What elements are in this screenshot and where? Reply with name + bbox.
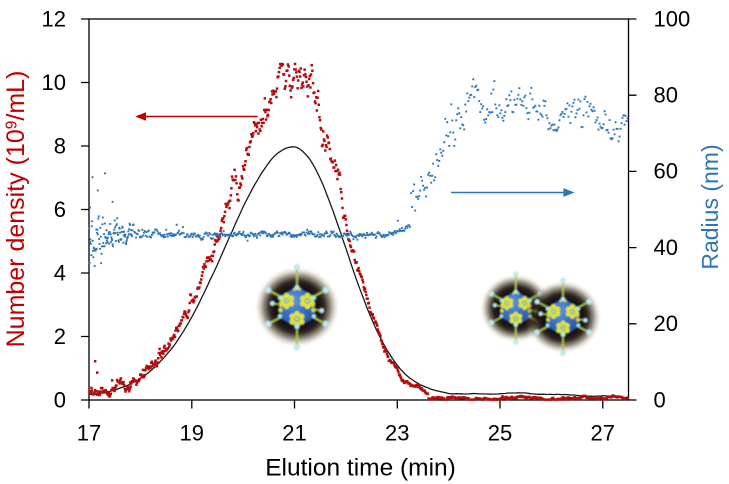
svg-text:2: 2 — [54, 324, 66, 349]
svg-text:Radius (nm): Radius (nm) — [697, 144, 723, 269]
svg-text:20: 20 — [654, 311, 678, 336]
svg-text:17: 17 — [77, 421, 101, 446]
svg-text:19: 19 — [180, 421, 204, 446]
svg-text:21: 21 — [282, 421, 306, 446]
svg-text:80: 80 — [654, 83, 678, 108]
svg-text:60: 60 — [654, 159, 678, 184]
svg-text:12: 12 — [42, 6, 66, 31]
svg-text:8: 8 — [54, 133, 66, 158]
svg-text:40: 40 — [654, 235, 678, 260]
svg-text:10: 10 — [42, 70, 66, 95]
svg-text:Elution time (min): Elution time (min) — [265, 455, 456, 482]
svg-text:27: 27 — [591, 421, 615, 446]
svg-text:Number density (109/mL): Number density (109/mL) — [2, 71, 30, 348]
svg-text:4: 4 — [54, 260, 66, 285]
svg-text:23: 23 — [385, 421, 409, 446]
svg-text:100: 100 — [654, 6, 691, 31]
svg-text:0: 0 — [654, 387, 666, 412]
svg-text:0: 0 — [54, 387, 66, 412]
svg-text:25: 25 — [488, 421, 512, 446]
svg-text:6: 6 — [54, 197, 66, 222]
